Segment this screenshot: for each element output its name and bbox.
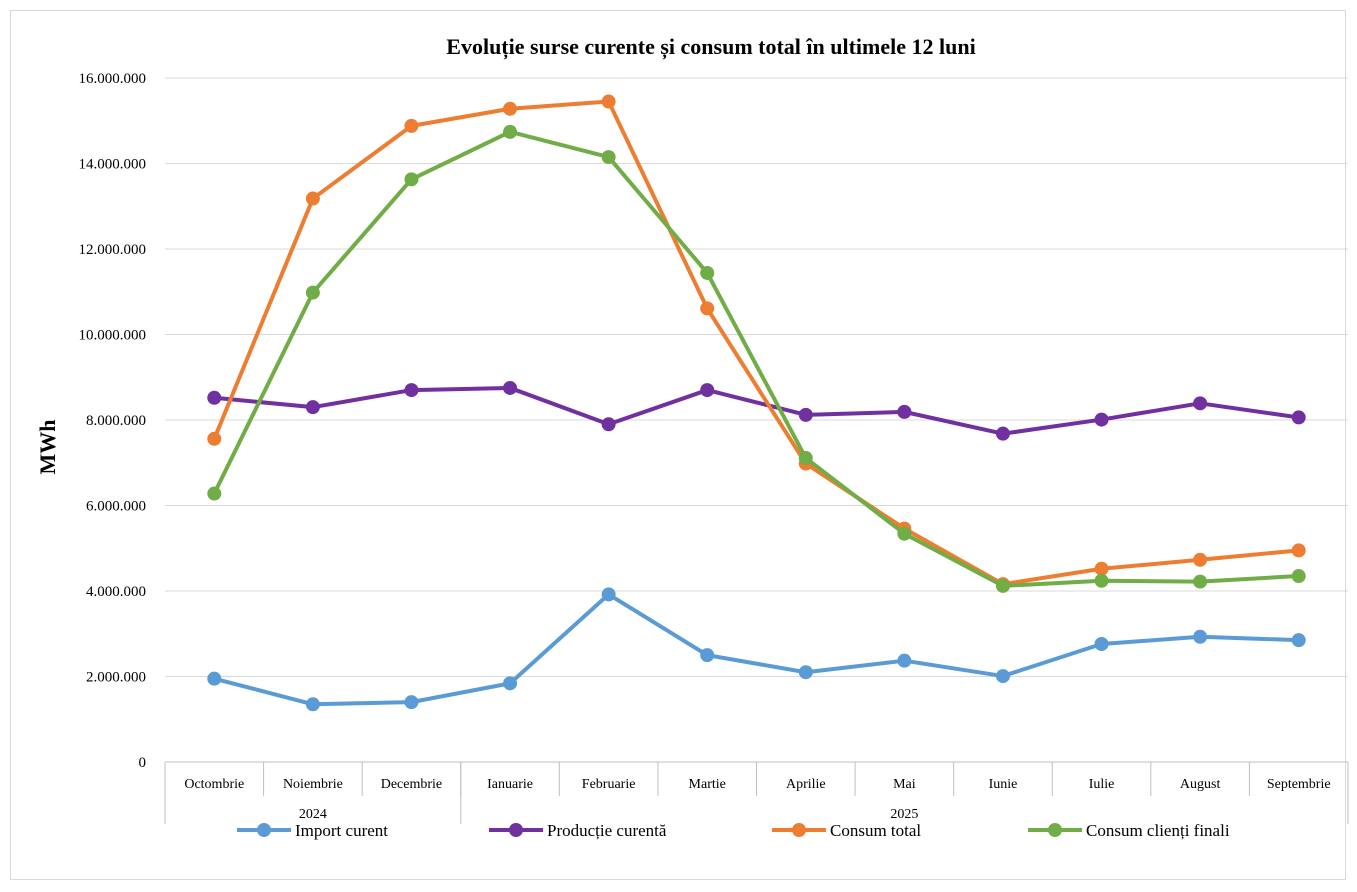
x-tick-label: Martie xyxy=(689,777,726,792)
data-point-consum-total xyxy=(305,191,320,206)
x-tick-label: Iunie xyxy=(989,777,1018,792)
data-point-import-curent xyxy=(207,671,222,686)
data-point-import-curent xyxy=(897,653,912,668)
y-tick-label: 16.000.000 xyxy=(79,71,147,87)
data-point-consum-clienti-finali xyxy=(1094,573,1109,588)
x-year-label: 2024 xyxy=(299,807,327,822)
data-point-import-curent xyxy=(1094,637,1109,652)
series-line-import-curent xyxy=(212,592,1301,707)
legend-marker-import-curent xyxy=(257,823,271,837)
data-point-consum-clienti-finali xyxy=(404,172,419,187)
data-point-productie-curenta xyxy=(1291,410,1306,425)
data-point-consum-clienti-finali xyxy=(897,526,912,541)
data-point-productie-curenta xyxy=(207,390,222,405)
data-point-productie-curenta xyxy=(995,426,1010,441)
legend-marker-productie-curenta xyxy=(509,823,523,837)
data-point-productie-curenta xyxy=(897,404,912,419)
data-point-consum-total xyxy=(1094,561,1109,576)
series-line-consum-clienti-finali xyxy=(212,129,1301,588)
x-tick-label: Februarie xyxy=(582,777,636,792)
data-point-consum-clienti-finali xyxy=(1291,569,1306,584)
data-point-consum-clienti-finali xyxy=(1193,574,1208,589)
legend-label-consum-total: Consum total xyxy=(830,821,921,840)
data-point-consum-clienti-finali xyxy=(503,124,518,139)
x-tick-label: Noiembrie xyxy=(283,777,343,792)
data-point-consum-total xyxy=(700,301,715,316)
data-point-consum-clienti-finali xyxy=(798,451,813,466)
y-tick-label: 2.000.000 xyxy=(86,670,146,686)
y-tick-label: 8.000.000 xyxy=(86,413,146,429)
x-tick-label: Septembrie xyxy=(1267,777,1331,792)
legend-marker-consum-clienti-finali xyxy=(1048,823,1062,837)
data-point-consum-clienti-finali xyxy=(207,486,222,501)
data-point-import-curent xyxy=(601,587,616,602)
data-point-import-curent xyxy=(995,669,1010,684)
data-point-import-curent xyxy=(1291,633,1306,648)
data-point-import-curent xyxy=(404,695,419,710)
data-point-consum-total xyxy=(207,431,222,446)
data-point-productie-curenta xyxy=(305,400,320,415)
data-point-consum-clienti-finali xyxy=(700,265,715,280)
data-point-productie-curenta xyxy=(700,383,715,398)
data-point-import-curent xyxy=(700,648,715,663)
data-point-productie-curenta xyxy=(503,380,518,395)
x-year-label: 2025 xyxy=(890,807,918,822)
data-point-productie-curenta xyxy=(1094,412,1109,427)
data-point-productie-curenta xyxy=(601,417,616,432)
data-point-consum-total xyxy=(503,101,518,116)
x-tick-label: Octombrie xyxy=(184,777,244,792)
x-tick-label: Decembrie xyxy=(381,777,442,792)
y-tick-label: 4.000.000 xyxy=(86,584,146,600)
data-point-productie-curenta xyxy=(404,383,419,398)
data-point-consum-clienti-finali xyxy=(601,150,616,165)
y-tick-label: 10.000.000 xyxy=(79,328,147,344)
y-tick-label: 0 xyxy=(139,755,147,771)
y-tick-label: 14.000.000 xyxy=(79,157,147,173)
y-axis-label: MWh xyxy=(35,420,60,475)
data-point-consum-total xyxy=(601,94,616,109)
y-tick-label: 6.000.000 xyxy=(86,499,146,515)
data-point-consum-total xyxy=(404,118,419,133)
legend-label-consum-clienti-finali: Consum clienți finali xyxy=(1086,821,1230,840)
data-point-import-curent xyxy=(305,697,320,712)
data-point-consum-clienti-finali xyxy=(995,578,1010,593)
data-point-import-curent xyxy=(798,665,813,680)
legend-label-import-curent: Import curent xyxy=(295,821,388,840)
x-tick-label: August xyxy=(1180,777,1221,792)
series-line-consum-total xyxy=(212,99,1301,587)
data-point-import-curent xyxy=(503,676,518,691)
x-tick-label: Iulie xyxy=(1089,777,1115,792)
x-tick-label: Aprilie xyxy=(786,777,826,792)
x-tick-label: Ianuarie xyxy=(487,777,533,792)
legend-marker-consum-total xyxy=(792,823,806,837)
chart-title: Evoluție surse curente și consum total î… xyxy=(446,34,975,60)
y-tick-label: 12.000.000 xyxy=(79,242,147,258)
series-line-productie-curenta xyxy=(212,385,1301,436)
x-tick-label: Mai xyxy=(893,777,916,792)
data-point-productie-curenta xyxy=(798,407,813,422)
data-point-productie-curenta xyxy=(1193,396,1208,411)
data-point-consum-total xyxy=(1291,543,1306,558)
data-point-consum-clienti-finali xyxy=(305,285,320,300)
data-point-consum-total xyxy=(1193,552,1208,567)
legend-label-productie-curenta: Producție curentă xyxy=(547,821,667,840)
data-point-import-curent xyxy=(1193,629,1208,644)
chart-frame xyxy=(10,10,1346,880)
